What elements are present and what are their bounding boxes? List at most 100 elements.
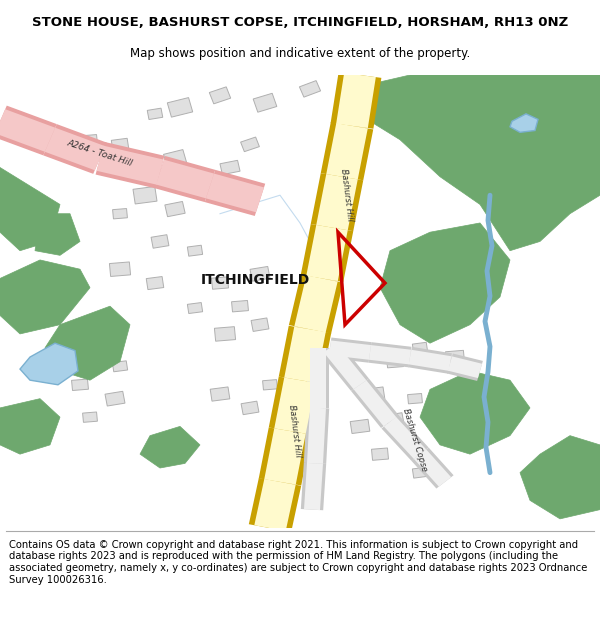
Polygon shape bbox=[254, 479, 296, 531]
Polygon shape bbox=[336, 73, 376, 128]
Bar bbox=[241, 137, 259, 152]
Polygon shape bbox=[520, 75, 600, 140]
Polygon shape bbox=[321, 122, 373, 180]
Bar bbox=[412, 467, 428, 478]
Bar bbox=[112, 138, 128, 151]
Text: Bashurst Copse: Bashurst Copse bbox=[401, 408, 429, 473]
Polygon shape bbox=[97, 146, 163, 184]
Polygon shape bbox=[306, 225, 348, 281]
Bar bbox=[232, 301, 248, 312]
Polygon shape bbox=[155, 156, 215, 202]
Polygon shape bbox=[370, 75, 600, 251]
Polygon shape bbox=[301, 462, 326, 510]
Polygon shape bbox=[384, 417, 426, 459]
Bar bbox=[151, 235, 169, 248]
Polygon shape bbox=[0, 109, 55, 152]
Bar bbox=[112, 361, 128, 372]
Polygon shape bbox=[420, 371, 530, 454]
Polygon shape bbox=[412, 448, 454, 489]
Polygon shape bbox=[289, 274, 343, 334]
Bar bbox=[83, 412, 97, 422]
Text: Map shows position and indicative extent of the property.: Map shows position and indicative extent… bbox=[130, 48, 470, 61]
Bar bbox=[165, 201, 185, 217]
Polygon shape bbox=[331, 72, 382, 129]
Polygon shape bbox=[0, 106, 57, 156]
Text: A264 - Toat Hill: A264 - Toat Hill bbox=[66, 139, 134, 169]
Bar bbox=[187, 302, 203, 314]
Bar bbox=[250, 266, 270, 281]
Polygon shape bbox=[409, 350, 451, 371]
Polygon shape bbox=[448, 356, 482, 378]
Polygon shape bbox=[264, 428, 306, 484]
Bar bbox=[445, 351, 464, 364]
Polygon shape bbox=[369, 345, 411, 364]
Bar bbox=[209, 87, 230, 104]
Polygon shape bbox=[0, 399, 60, 454]
Bar bbox=[83, 134, 97, 145]
Bar bbox=[105, 391, 125, 406]
Polygon shape bbox=[0, 168, 60, 251]
Polygon shape bbox=[447, 354, 483, 381]
Polygon shape bbox=[353, 381, 397, 426]
Polygon shape bbox=[326, 123, 368, 179]
Text: Contains OS data © Crown copyright and database right 2021. This information is : Contains OS data © Crown copyright and d… bbox=[9, 540, 587, 584]
Polygon shape bbox=[382, 415, 428, 461]
Bar bbox=[251, 318, 269, 331]
Bar bbox=[109, 262, 131, 276]
Bar bbox=[146, 276, 164, 289]
Polygon shape bbox=[295, 275, 338, 332]
Polygon shape bbox=[140, 426, 200, 468]
Polygon shape bbox=[329, 338, 371, 362]
Polygon shape bbox=[20, 343, 78, 385]
Bar bbox=[241, 401, 259, 414]
Polygon shape bbox=[249, 478, 301, 532]
Text: ITCHINGFIELD: ITCHINGFIELD bbox=[200, 273, 310, 288]
Polygon shape bbox=[307, 408, 326, 464]
Bar bbox=[71, 379, 88, 391]
Polygon shape bbox=[520, 436, 600, 519]
Bar bbox=[210, 387, 230, 401]
Polygon shape bbox=[408, 347, 452, 374]
Text: Bashurst Hill: Bashurst Hill bbox=[340, 168, 355, 222]
Bar bbox=[365, 387, 385, 401]
Polygon shape bbox=[329, 341, 371, 360]
Polygon shape bbox=[279, 326, 331, 384]
Bar bbox=[451, 383, 469, 396]
Bar bbox=[167, 98, 193, 117]
Polygon shape bbox=[45, 306, 130, 380]
Bar bbox=[350, 419, 370, 434]
Polygon shape bbox=[0, 260, 90, 334]
Bar bbox=[113, 209, 127, 219]
Bar bbox=[412, 342, 428, 353]
Polygon shape bbox=[284, 327, 326, 383]
Bar bbox=[386, 412, 404, 425]
Polygon shape bbox=[368, 342, 412, 367]
Polygon shape bbox=[301, 224, 353, 282]
Bar bbox=[214, 327, 236, 341]
Bar bbox=[371, 448, 388, 461]
Polygon shape bbox=[311, 173, 363, 231]
Polygon shape bbox=[156, 160, 214, 198]
Polygon shape bbox=[500, 75, 580, 121]
Polygon shape bbox=[304, 408, 329, 464]
Polygon shape bbox=[380, 223, 510, 343]
Bar bbox=[299, 81, 320, 97]
Polygon shape bbox=[321, 342, 369, 391]
Polygon shape bbox=[351, 379, 399, 428]
Bar bbox=[463, 412, 478, 422]
Polygon shape bbox=[414, 449, 451, 487]
Bar bbox=[147, 108, 163, 119]
Polygon shape bbox=[43, 124, 107, 174]
Bar bbox=[263, 379, 277, 390]
Bar bbox=[212, 277, 229, 289]
Polygon shape bbox=[310, 348, 326, 408]
Polygon shape bbox=[259, 428, 311, 486]
Bar bbox=[164, 149, 187, 167]
Polygon shape bbox=[206, 174, 264, 213]
Polygon shape bbox=[269, 377, 321, 434]
Bar bbox=[253, 93, 277, 112]
Polygon shape bbox=[205, 170, 265, 216]
Text: Bashurst Hill: Bashurst Hill bbox=[287, 404, 302, 458]
Polygon shape bbox=[323, 343, 367, 389]
Bar bbox=[133, 186, 157, 204]
